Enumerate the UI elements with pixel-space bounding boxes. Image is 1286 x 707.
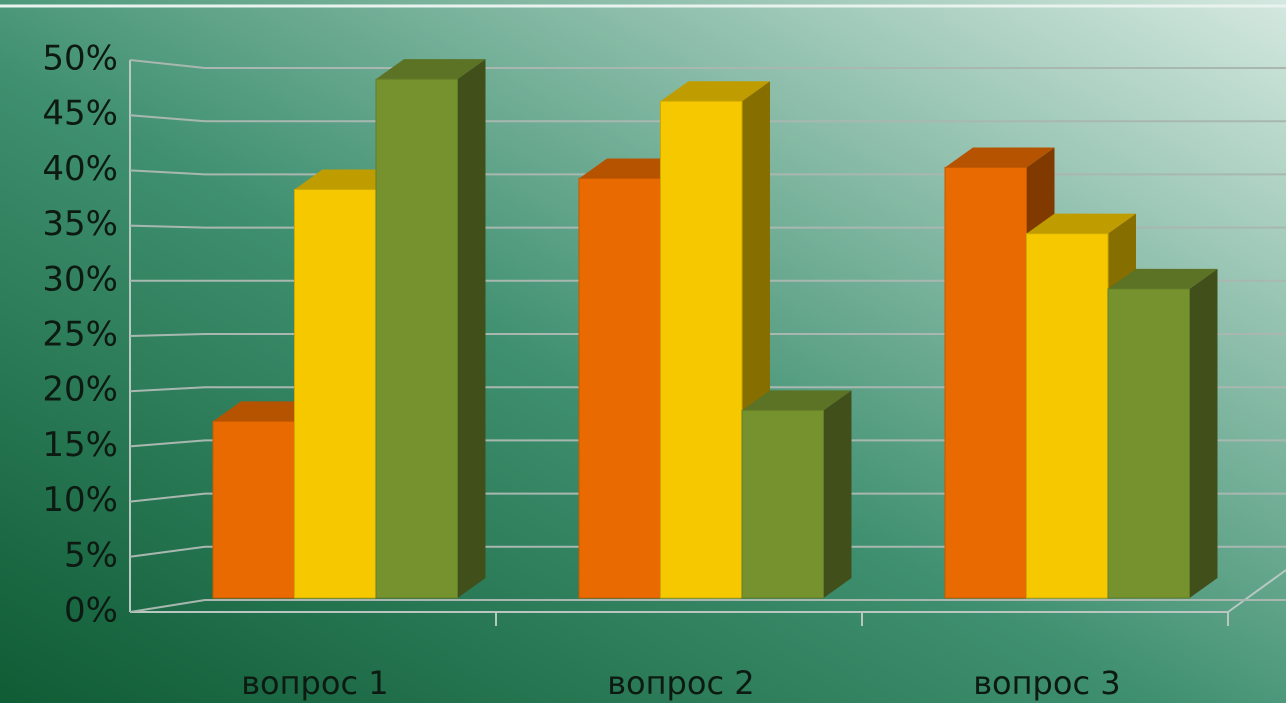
bar-top [376,59,486,80]
bar-side [457,59,486,599]
bar-front [741,409,824,599]
y-tick-label: 25% [42,315,118,355]
y-tick-label: 40% [42,149,118,189]
y-tick-label: 5% [64,535,118,575]
y-tick-label: 20% [42,370,118,410]
grid-line [129,545,1286,558]
y-tick-label: 50% [42,39,118,79]
bar-front [578,177,661,599]
y-tick-label: 0% [64,591,118,631]
bar-top [945,147,1055,168]
y-tick-label: 10% [42,480,118,520]
bar-top [742,390,852,411]
bar-front [375,78,458,599]
bar [741,390,852,599]
bar-front [1026,233,1109,599]
grid-line [129,59,1286,69]
bar [375,59,486,599]
grid-line [129,224,1286,229]
y-tick-label: 35% [42,204,118,244]
grid-line [129,386,1286,393]
bar-front [294,189,377,599]
grid-line [129,114,1286,123]
x-tick-label: вопрос 2 [607,664,754,702]
x-tick-label: вопрос 3 [973,664,1120,702]
bar-front [212,420,295,599]
grid-line [129,492,1286,503]
bar-side [1189,268,1218,598]
bar-side [823,390,852,598]
floor-edge [1227,569,1286,613]
y-tick-label: 15% [42,425,118,465]
grid-line [129,439,1286,448]
grid-line [129,599,1286,613]
bar-front [660,100,743,599]
grid-line [129,333,1286,337]
bar-front [944,166,1027,599]
bar [1107,268,1218,599]
bar-front [1107,288,1190,599]
bar-top [660,81,770,102]
bar-top [1108,268,1218,289]
x-tick-label: вопрос 1 [241,664,388,702]
bar-top [1026,213,1136,234]
grid-line [129,169,1286,176]
y-tick-label: 30% [42,259,118,299]
y-tick-label: 45% [42,94,118,134]
